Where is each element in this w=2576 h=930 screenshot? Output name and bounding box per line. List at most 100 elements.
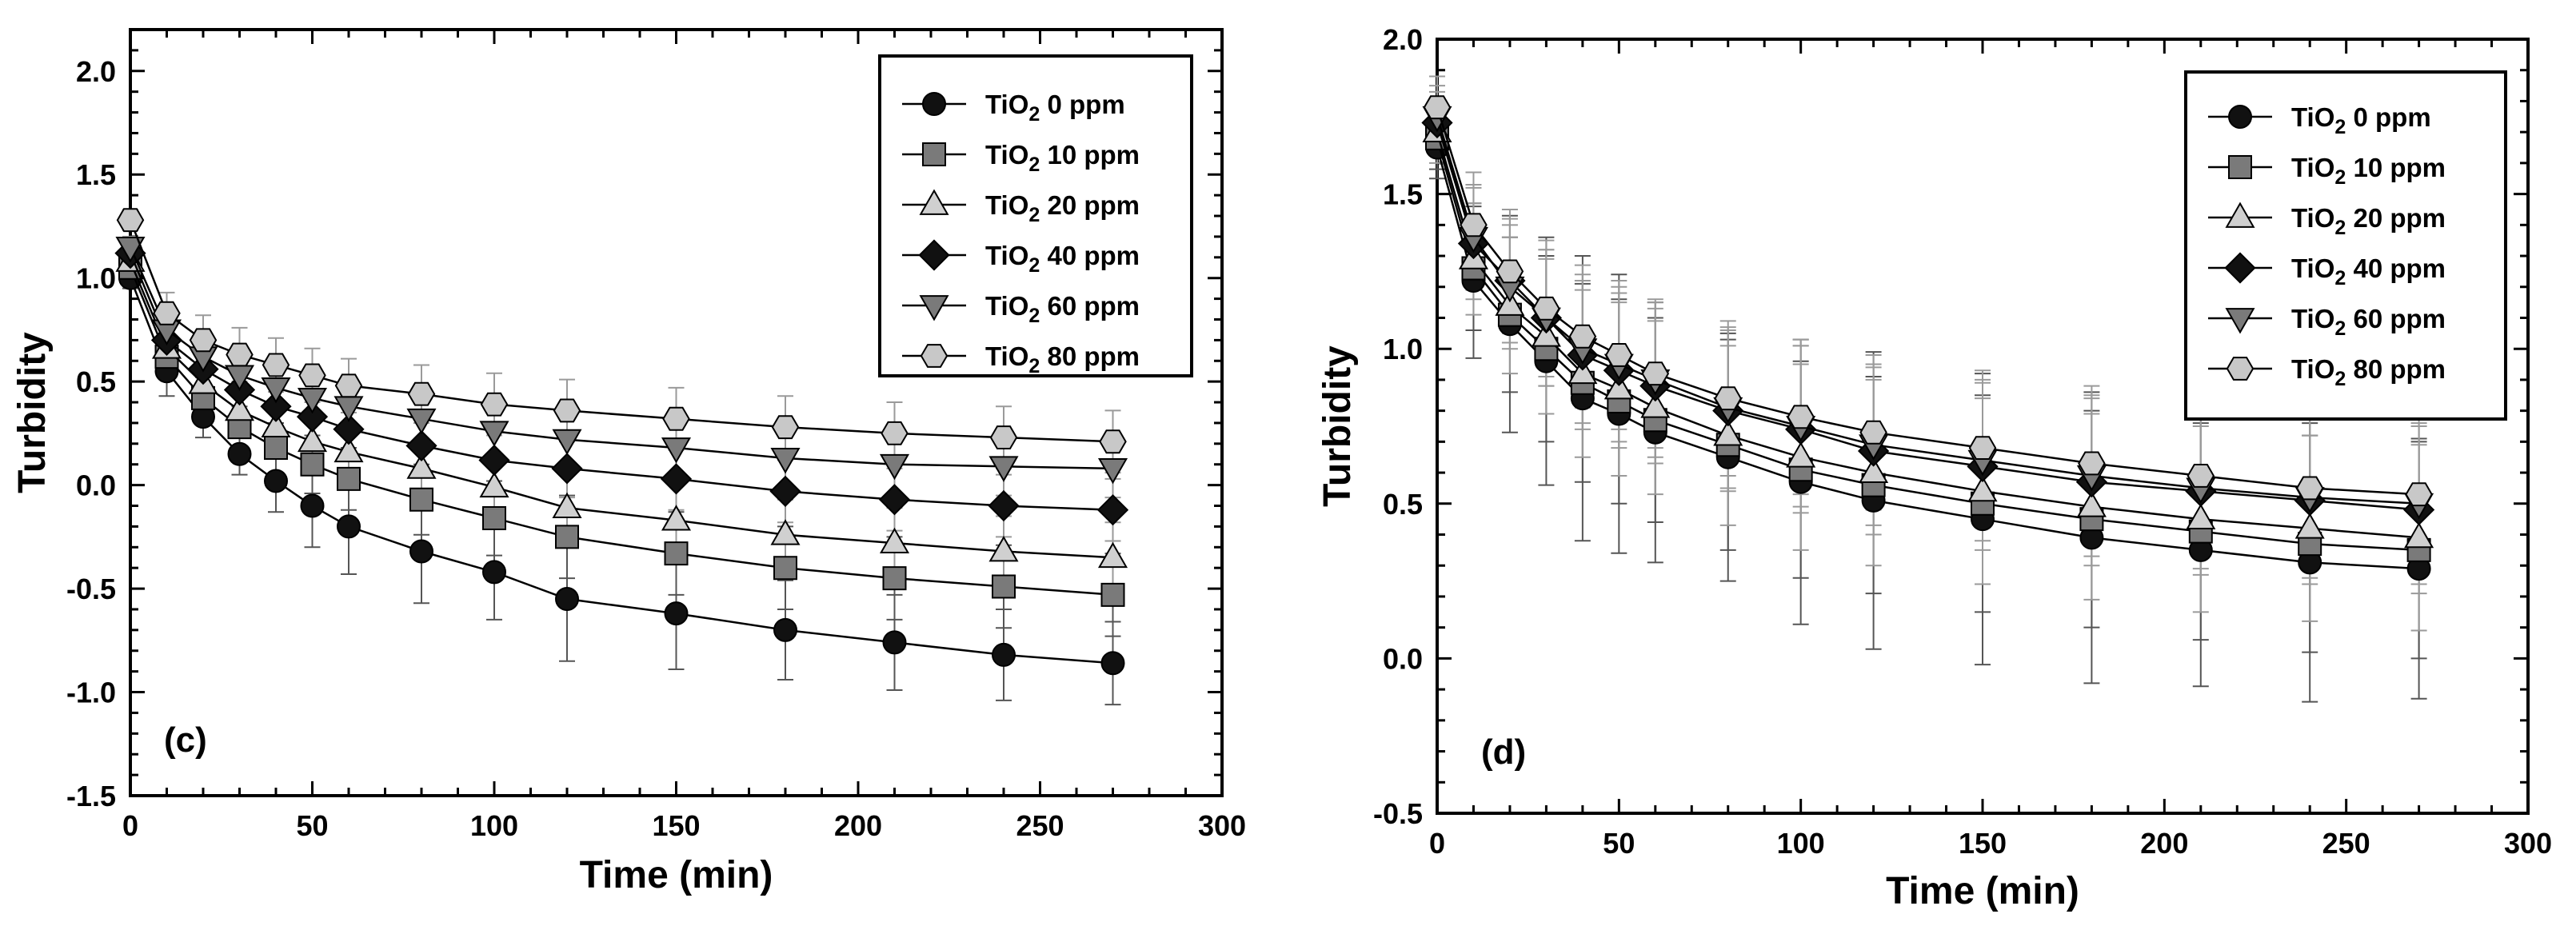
legend-entry: TiO2 60 ppm bbox=[2208, 304, 2446, 340]
legend-marker bbox=[2228, 155, 2252, 179]
data-point bbox=[1096, 494, 1129, 526]
y-tick-label: 2.0 bbox=[76, 55, 116, 88]
data-point bbox=[770, 519, 801, 545]
data-point bbox=[1097, 458, 1128, 485]
data-point bbox=[881, 421, 909, 445]
data-point bbox=[552, 429, 582, 456]
data-point bbox=[989, 425, 1018, 449]
data-point bbox=[1097, 541, 1128, 569]
legend-marker bbox=[2225, 202, 2255, 228]
data-point bbox=[337, 514, 361, 539]
data-point bbox=[333, 436, 364, 463]
legend-marker bbox=[2224, 252, 2256, 284]
data-point bbox=[115, 236, 146, 263]
data-point bbox=[297, 387, 328, 414]
legend-marker bbox=[922, 142, 946, 166]
x-tick-label: 0 bbox=[122, 809, 138, 842]
data-point bbox=[770, 448, 801, 474]
data-point bbox=[479, 421, 509, 447]
data-point bbox=[1568, 324, 1597, 349]
data-point bbox=[264, 469, 288, 493]
data-point bbox=[661, 437, 692, 464]
data-point bbox=[988, 535, 1019, 562]
x-tick-label: 0 bbox=[1429, 827, 1445, 860]
data-point bbox=[882, 566, 907, 591]
legend-entry: TiO2 20 ppm bbox=[902, 189, 1140, 226]
y-tick-label: 0.0 bbox=[1383, 642, 1423, 675]
data-point bbox=[1967, 475, 1998, 502]
data-point bbox=[879, 527, 910, 554]
data-point bbox=[2187, 464, 2215, 488]
legend-entry: TiO2 40 ppm bbox=[902, 239, 1140, 277]
data-point bbox=[1859, 420, 1887, 445]
data-point bbox=[1786, 441, 1816, 468]
series-5 bbox=[1423, 95, 2433, 507]
series-3 bbox=[114, 237, 1129, 526]
legend-entry: TiO2 60 ppm bbox=[902, 291, 1140, 327]
y-tick-label: 2.0 bbox=[1383, 23, 1423, 56]
data-point bbox=[1423, 95, 1452, 120]
legend-entry: TiO2 80 ppm bbox=[902, 341, 1140, 377]
data-point bbox=[482, 560, 506, 585]
data-point bbox=[1640, 392, 1671, 418]
data-point bbox=[227, 441, 252, 466]
data-point bbox=[479, 471, 509, 498]
data-point bbox=[296, 401, 329, 433]
legend-entry: TiO2 0 ppm bbox=[902, 90, 1125, 126]
legend-label: TiO2 0 ppm bbox=[985, 90, 1125, 126]
legend-entry: TiO2 40 ppm bbox=[2208, 252, 2446, 289]
data-point bbox=[1641, 361, 1670, 386]
data-point bbox=[992, 642, 1016, 667]
x-tick-label: 50 bbox=[296, 809, 328, 842]
legend-label: TiO2 0 ppm bbox=[2291, 102, 2431, 138]
data-point bbox=[409, 539, 433, 564]
data-point bbox=[2076, 491, 2107, 517]
data-point bbox=[1460, 213, 1488, 237]
y-tick-label: 1.5 bbox=[76, 158, 116, 191]
data-point bbox=[1100, 582, 1125, 607]
data-point bbox=[407, 381, 436, 406]
legend-entry: TiO2 20 ppm bbox=[2208, 202, 2446, 239]
legend-label: TiO2 60 ppm bbox=[2291, 304, 2446, 340]
y-tick-label: 1.0 bbox=[1383, 333, 1423, 365]
legend-label: TiO2 20 ppm bbox=[985, 190, 1140, 226]
y-tick-label: 0.0 bbox=[76, 469, 116, 502]
x-tick-label: 50 bbox=[1603, 827, 1635, 860]
data-point bbox=[300, 493, 325, 518]
data-point bbox=[262, 353, 290, 377]
data-point bbox=[333, 413, 365, 445]
data-point bbox=[773, 556, 797, 581]
data-point bbox=[226, 342, 254, 367]
y-tick-label: -1.0 bbox=[66, 677, 116, 709]
x-tick-label: 100 bbox=[470, 809, 518, 842]
data-point bbox=[1787, 405, 1815, 429]
data-point bbox=[664, 541, 689, 566]
x-tick-label: 150 bbox=[1959, 827, 2007, 860]
data-point bbox=[297, 425, 328, 453]
data-point bbox=[555, 525, 579, 549]
data-point bbox=[2295, 476, 2324, 501]
data-point bbox=[1605, 343, 1633, 367]
data-point bbox=[2404, 521, 2434, 549]
chart-panel-c: 0 50 100 150 200 250 300 -1.5 -1.0 -0.5 0.0 0.5 1.0 1… bbox=[11, 28, 1246, 896]
data-point bbox=[1568, 357, 1598, 385]
legend-entry: TiO2 10 ppm bbox=[2208, 153, 2446, 189]
y-tick-label: 1.0 bbox=[76, 262, 116, 295]
data-point bbox=[1532, 296, 1560, 321]
y-tick-label: -1.5 bbox=[66, 780, 116, 812]
data-point bbox=[224, 394, 255, 421]
legend-label: TiO2 20 ppm bbox=[2291, 203, 2446, 239]
data-point bbox=[261, 377, 291, 404]
legend-marker bbox=[2228, 105, 2252, 129]
data-point bbox=[1100, 651, 1125, 676]
legend-label: TiO2 80 ppm bbox=[985, 341, 1140, 377]
x-tick-label: 100 bbox=[1777, 827, 1825, 860]
data-point bbox=[300, 452, 325, 477]
legend: TiO2 0 ppm TiO2 10 ppm TiO2 20 ppm TiO2 40 … bbox=[2184, 70, 2507, 421]
data-point bbox=[2294, 513, 2325, 539]
y-axis-title: Turbidity bbox=[1316, 345, 1359, 507]
data-point bbox=[478, 444, 510, 477]
data-point bbox=[771, 415, 800, 440]
data-point bbox=[662, 406, 690, 431]
